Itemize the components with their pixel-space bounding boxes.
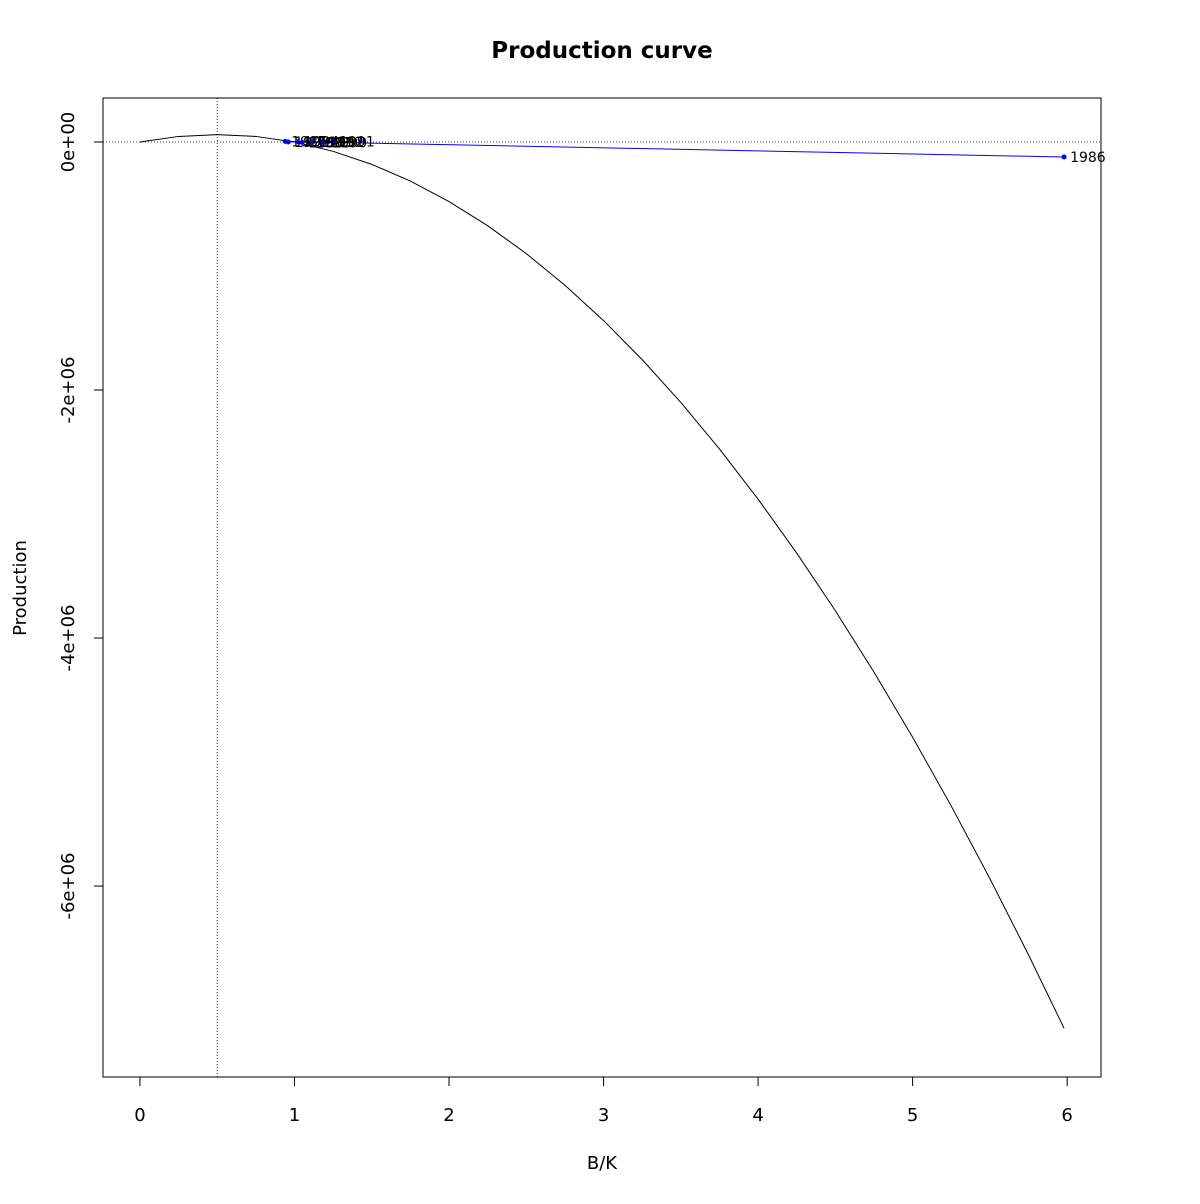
year-label: 1992	[328, 135, 364, 151]
plot-frame	[102, 97, 1102, 1078]
year-label: 1994	[304, 135, 340, 151]
x-tick-label: 0	[134, 1105, 145, 1126]
trajectory-point	[319, 139, 325, 145]
chart-title: Production curve	[491, 38, 712, 64]
trajectory-point	[295, 139, 301, 145]
year-label: 1990	[331, 135, 367, 151]
year-label: 1991	[339, 135, 375, 151]
production-curve	[139, 134, 1065, 1029]
year-label: 1993	[316, 136, 352, 152]
x-axis-label: B/K	[587, 1153, 618, 1174]
year-label: 1989	[319, 135, 355, 151]
year-label: 1995	[294, 135, 330, 151]
x-tick-label: 6	[1061, 1105, 1072, 1126]
y-tick-label: 0e+00	[58, 112, 79, 173]
x-tick-label: 3	[598, 1105, 609, 1126]
x-tick-label: 1	[289, 1105, 300, 1126]
trajectory-point	[1061, 154, 1067, 160]
trajectory-point	[285, 139, 291, 145]
x-tick-label: 4	[752, 1105, 763, 1126]
trajectory-point	[330, 139, 336, 145]
year-label: 1986	[1070, 150, 1106, 166]
y-tick-label: -2e+06	[58, 357, 79, 424]
y-axis-label: Production	[10, 540, 31, 636]
x-tick-label: 2	[443, 1105, 454, 1126]
trajectory-line	[285, 140, 1065, 158]
y-tick-label: -4e+06	[58, 605, 79, 672]
trajectory-point	[299, 139, 305, 145]
x-tick-label: 5	[907, 1105, 918, 1126]
y-tick-label: -6e+06	[58, 853, 79, 920]
trajectory-point	[307, 140, 313, 146]
